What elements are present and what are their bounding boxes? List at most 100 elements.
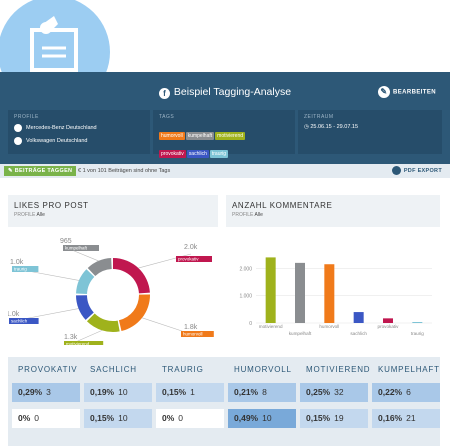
slice-value-label: 1.8k (184, 324, 198, 331)
cell-count: 10 (118, 387, 128, 397)
slice-category-tag (176, 256, 212, 262)
donut-slice-kumpelhaft[interactable] (87, 258, 112, 277)
cell-percentage: 0,25% (306, 387, 331, 397)
slice-value-label: 965 (60, 238, 72, 245)
table-cell: 0,15% 10 (84, 409, 152, 428)
table-cell: 0,21% 8 (228, 383, 296, 402)
download-icon (391, 166, 401, 176)
tags-label: TAGS (159, 114, 175, 120)
likes-title: LIKES PRO POST (14, 201, 89, 210)
tag-posts-button[interactable]: ✎ BEITRÄGE TAGGEN (4, 166, 77, 176)
cell-percentage: 0,21% (234, 387, 259, 397)
table-cell: 0,19% 10 (84, 383, 152, 402)
bar-sachlich[interactable] (353, 312, 364, 323)
report-header: f Beispiel Tagging-Analyse ✎ BEARBEITEN PR… (0, 72, 450, 164)
untagged-info: € 1 von 101 Beiträgen sind ohne Tags (78, 168, 171, 174)
x-tick-label: provokativ (378, 324, 400, 329)
table-cell: 0% 0 (156, 409, 224, 428)
cell-percentage: 0% (18, 413, 31, 423)
volkswagen-logo-icon (14, 137, 22, 145)
toolbar: ✎ BEITRÄGE TAGGEN € 1 von 101 Beiträgen … (0, 164, 450, 178)
bar-kumpelhaft[interactable] (295, 262, 305, 323)
slice-category-label: humorvoll (183, 332, 203, 337)
y-tick-label: 0 (249, 321, 252, 327)
cell-count: 10 (118, 413, 128, 423)
slice-value-label: 1.0k (10, 259, 24, 266)
table-cell: 0,22% 6 (372, 383, 440, 402)
donut-slice-humorvoll[interactable] (118, 294, 151, 332)
profile-item: Mercedes-Benz Deutschland (14, 124, 144, 132)
edit-button[interactable]: ✎ BEARBEITEN (377, 86, 436, 98)
donut-slice-sachlich[interactable] (76, 295, 94, 320)
slice-category-tag (9, 318, 39, 324)
column-header: SACHLICH (90, 365, 137, 374)
bar-motivierend[interactable] (265, 257, 276, 323)
x-tick-label: sachlich (350, 331, 367, 336)
tag-kumpelhaft: kumpelhaft (185, 132, 215, 140)
cell-count: 21 (406, 413, 416, 423)
slice-category-tag (12, 266, 39, 272)
tag-motivierend: motivierend (215, 132, 246, 140)
tag-provokativ: provokativ (159, 150, 186, 158)
donut-slice-provokativ[interactable] (113, 258, 150, 294)
y-tick-label: 2.000 (239, 266, 252, 272)
cell-percentage: 0,49% (234, 413, 259, 423)
profile-item: Volkswagen Deutschland (14, 137, 144, 145)
slice-category-label: sachlich (11, 319, 28, 324)
column-header: KUMPELHAFT (378, 365, 440, 374)
likes-chart: 2.0k provokativ 1.8k humorvoll 1.3k motiviere… (6, 227, 218, 347)
bar-provokativ[interactable] (383, 318, 393, 323)
table-cell: 0,15% 19 (300, 409, 368, 428)
summary-table: PROVOKATIV SACHLICH TRAURIG HUMORVOLL MOTIVI… (8, 357, 440, 446)
donut-slice-motivierend[interactable] (86, 313, 120, 332)
slice-value-label: 2.0k (184, 244, 198, 251)
comments-title: ANZAHL KOMMENTARE (232, 201, 333, 210)
table-cell: 0,25% 32 (300, 383, 368, 402)
tag-sachlich: sachlich (186, 150, 209, 158)
tagging-clipboard-icon (30, 16, 78, 72)
donut-slice-traurig[interactable] (76, 269, 95, 294)
x-tick-label: kumpelhaft (289, 331, 312, 336)
period-panel: ZEITRAUM ◷ 25.06.15 - 29.07.15 (298, 110, 442, 154)
cell-count: 8 (262, 387, 267, 397)
report-title: Beispiel Tagging-Analyse (173, 86, 292, 98)
tag-humorvoll: humorvoll (159, 132, 185, 140)
cell-count: 3 (46, 387, 51, 397)
bar-humorvoll[interactable] (324, 264, 335, 323)
cell-count: 0 (178, 413, 184, 423)
table-cell: 0,16% 21 (372, 409, 440, 428)
x-tick-label: traurig (411, 331, 424, 336)
cell-count: 10 (262, 413, 272, 423)
edit-button-label: BEARBEITEN (392, 89, 436, 96)
cell-percentage: 0,22% (378, 387, 403, 397)
cell-percentage: 0,15% (306, 413, 331, 423)
pencil-icon: ✎ (377, 86, 390, 98)
column-header: HUMORVOLL (234, 365, 292, 374)
cell-percentage: 0,15% (90, 413, 115, 423)
cell-count: 1 (190, 387, 195, 397)
cell-count: 0 (34, 413, 40, 423)
comments-filter: PROFILE Alle (232, 212, 263, 218)
cell-percentage: 0,19% (90, 387, 115, 397)
table-cell: 0,15% 1 (156, 383, 224, 402)
tags-list: humorvoll kumpelhaft motivierend provokativ… (159, 124, 289, 160)
slice-value-label: 1.0k (8, 311, 20, 318)
pdf-export-button[interactable]: PDF EXPORT (391, 166, 442, 176)
likes-filter: PROFILE Alle (14, 212, 45, 218)
slice-category-label: motivierend (66, 342, 90, 345)
bar-traurig[interactable] (412, 322, 423, 323)
x-tick-label: motivierend (259, 324, 283, 329)
cell-count: 6 (406, 387, 411, 397)
slice-category-tag (63, 245, 99, 251)
x-tick-label: humorvoll (319, 324, 339, 329)
cell-percentage: 0% (162, 413, 175, 423)
table-cell: 0,49% 10 (228, 409, 296, 428)
comments-chart: 2.000 1.000 0 motivierend kumpelhaft humorvol… (226, 227, 440, 345)
tags-panel: TAGS humorvoll kumpelhaft motivierend provo… (153, 110, 295, 158)
period-value: ◷ 25.06.15 - 29.07.15 (304, 124, 359, 130)
slice-value-label: 1.3k (64, 334, 78, 341)
tag-traurig: traurig (209, 150, 229, 158)
bar-chart: 2.000 1.000 0 motivierend kumpelhaft humorvol… (239, 257, 432, 336)
cell-percentage: 0,29% (18, 387, 43, 397)
